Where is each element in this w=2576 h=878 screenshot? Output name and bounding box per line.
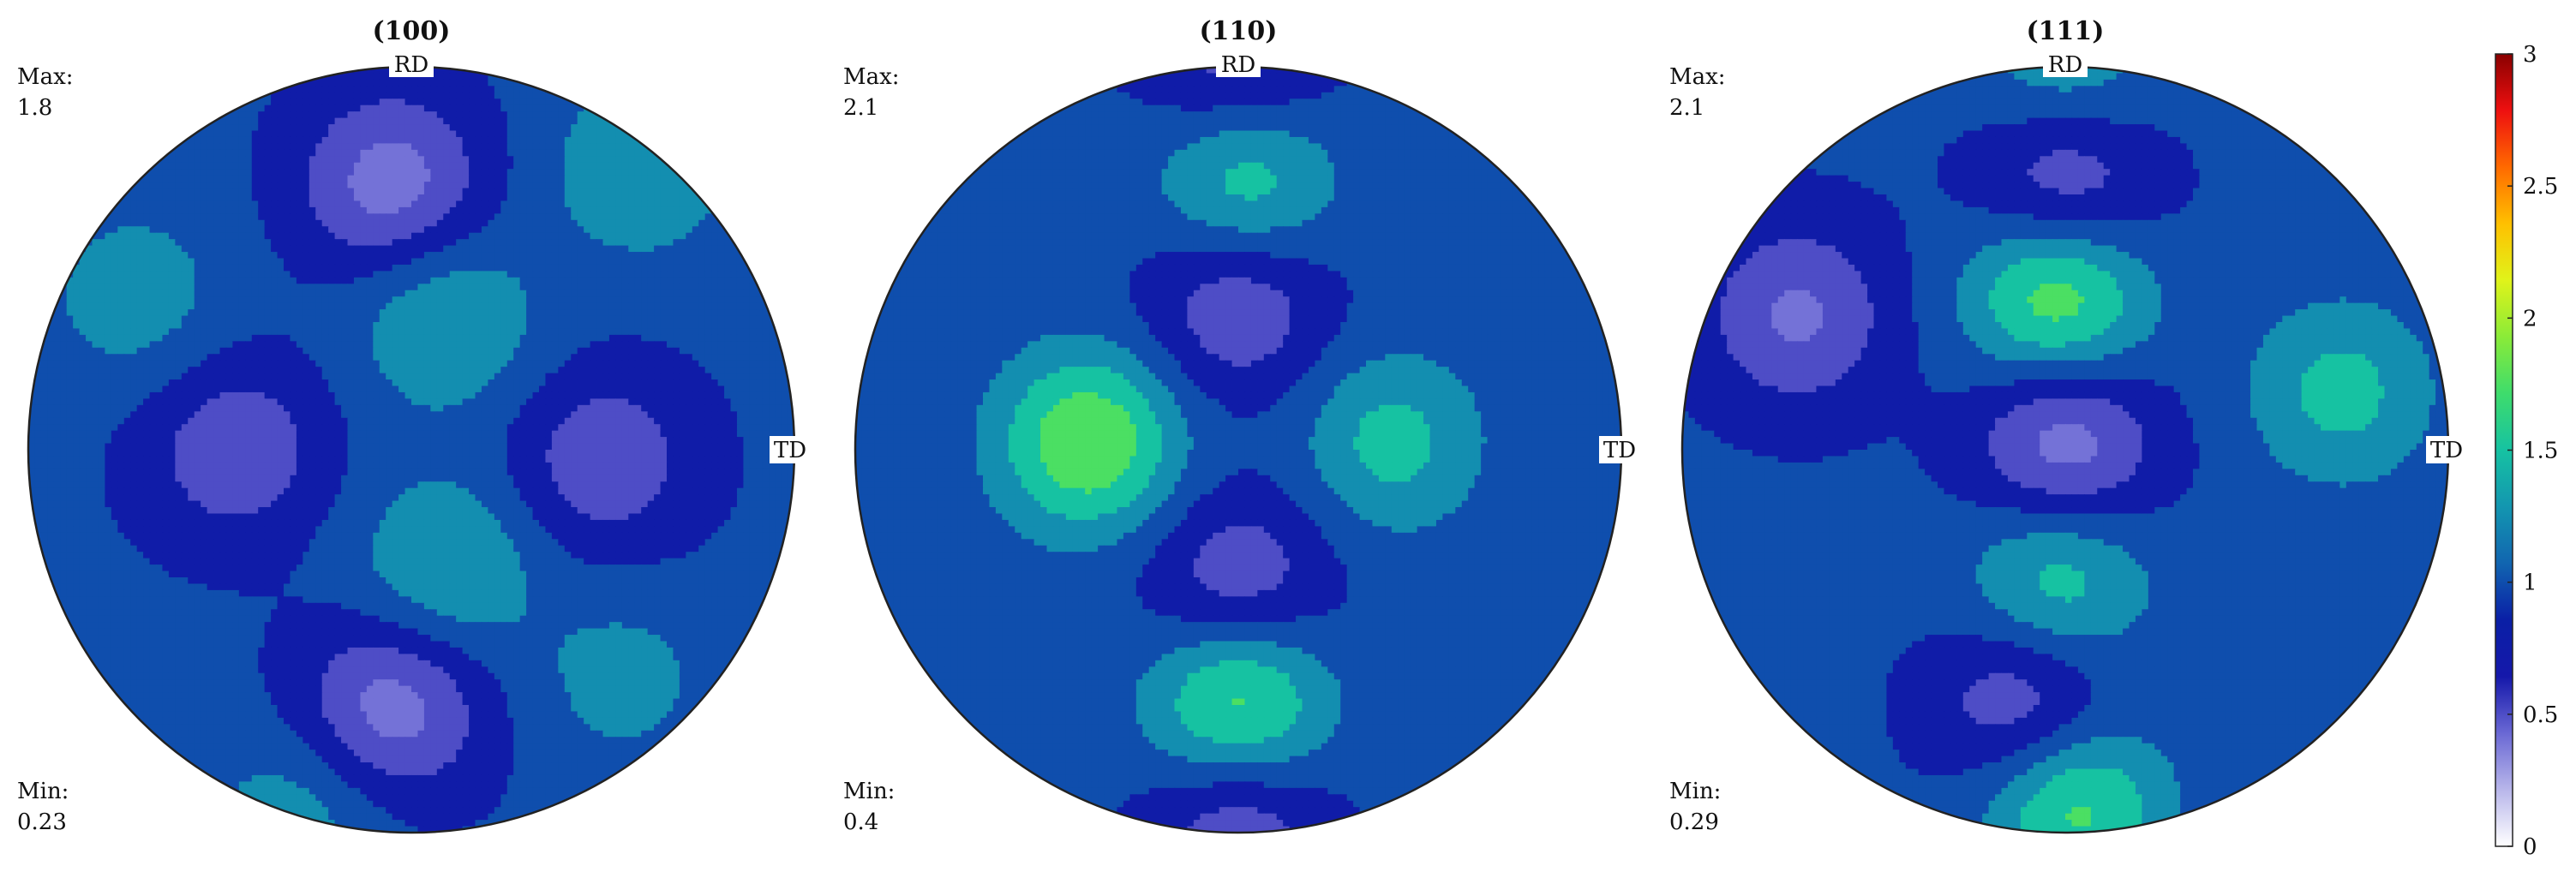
min-value: 0.29 xyxy=(1669,809,1719,835)
colorbar-tick-label: 0.5 xyxy=(2523,702,2558,728)
panel-title: (110) xyxy=(1199,16,1277,46)
max-value: 1.8 xyxy=(17,95,52,121)
max-value: 2.1 xyxy=(843,95,878,121)
colorbar: 3 2.5 2 1.5 1 0.5 0 xyxy=(2495,42,2558,860)
pole-figure-panel: (110) RD TD Max: 2.1 Min: 0.4 xyxy=(843,16,1640,835)
colorbar-tick-label: 0 xyxy=(2523,834,2537,860)
min-label: Min: xyxy=(1669,779,1721,804)
colorbar-tick-label: 2.5 xyxy=(2523,174,2558,200)
colorbar-tick-label: 1 xyxy=(2523,570,2537,596)
density-contour-fill xyxy=(1682,67,2449,833)
td-label: TD xyxy=(1599,436,1640,463)
colorbar-tick-label: 3 xyxy=(2523,42,2537,68)
colorbar-tick-label: 2 xyxy=(2523,306,2537,331)
td-label: TD xyxy=(770,436,811,463)
max-label: Max: xyxy=(843,64,900,90)
density-contour-fill xyxy=(28,67,795,833)
td-label: TD xyxy=(2426,436,2467,463)
panel-title: (100) xyxy=(372,16,450,46)
rd-label: RD xyxy=(2043,51,2088,78)
pole-figure-panel: (111) RD TD Max: 2.1 Min: 0.29 xyxy=(1669,16,2467,835)
density-contour-fill xyxy=(855,67,1622,833)
max-value: 2.1 xyxy=(1669,95,1704,121)
rd-label: RD xyxy=(1216,51,1261,78)
rd-label: RD xyxy=(389,51,434,78)
panel-title: (111) xyxy=(2026,16,2104,46)
min-label: Min: xyxy=(843,779,895,804)
max-label: Max: xyxy=(1669,64,1726,90)
pole-figure-panel: (100) RD TD Max: 1.8 Min: 0.23 xyxy=(17,16,811,835)
colorbar-tick-label: 1.5 xyxy=(2523,439,2558,464)
min-label: Min: xyxy=(17,779,69,804)
min-value: 0.23 xyxy=(17,809,67,835)
min-value: 0.4 xyxy=(843,809,878,835)
max-label: Max: xyxy=(17,64,74,90)
